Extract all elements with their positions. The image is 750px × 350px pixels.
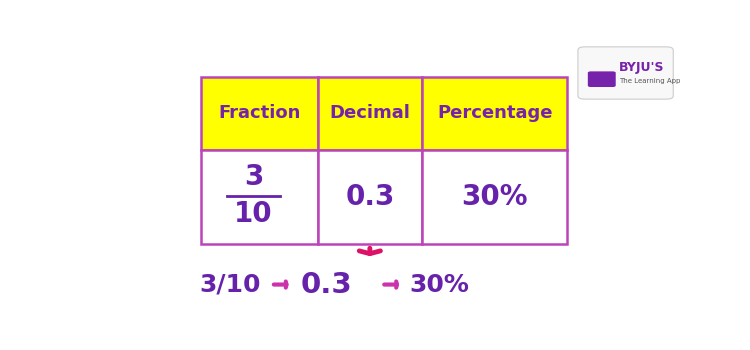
- Bar: [422, 77, 568, 150]
- FancyBboxPatch shape: [578, 47, 674, 99]
- Text: Fraction: Fraction: [218, 104, 301, 122]
- Text: The Learning App: The Learning App: [619, 78, 680, 84]
- Text: 30%: 30%: [410, 273, 470, 296]
- Bar: [422, 150, 568, 244]
- Bar: [201, 77, 317, 150]
- Text: 3/10: 3/10: [200, 273, 261, 296]
- Text: 0.3: 0.3: [345, 183, 394, 211]
- Text: 3: 3: [244, 163, 263, 191]
- Bar: [317, 77, 422, 150]
- Text: Decimal: Decimal: [329, 104, 410, 122]
- Text: 0.3: 0.3: [300, 271, 352, 299]
- Text: Percentage: Percentage: [437, 104, 553, 122]
- Bar: [317, 150, 422, 244]
- Text: 30%: 30%: [461, 183, 528, 211]
- FancyBboxPatch shape: [588, 71, 616, 87]
- Text: BYJU'S: BYJU'S: [619, 61, 664, 74]
- Text: 10: 10: [234, 201, 273, 229]
- Bar: [201, 150, 317, 244]
